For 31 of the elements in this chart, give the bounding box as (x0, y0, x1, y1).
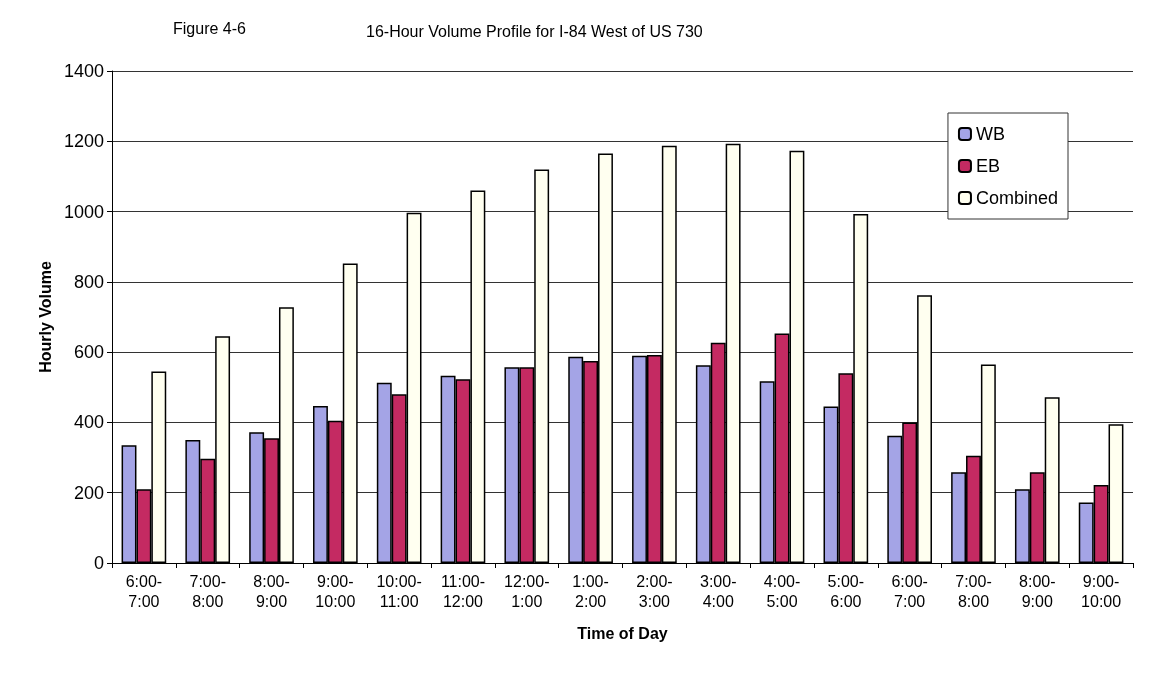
x-tick-label: 2:00-3:00 (636, 572, 673, 610)
y-tick-label: 0 (93, 553, 104, 573)
x-tick-label: 1:00-2:00 (572, 572, 609, 610)
x-tick-label: 8:00-9:00 (1019, 572, 1056, 610)
y-axis-title: Hourly Volume (36, 261, 54, 373)
x-tick-label: 3:00-4:00 (699, 572, 737, 610)
y-tick-label: 200 (73, 482, 104, 503)
y-tick-label: 600 (73, 342, 104, 363)
y-tick-label: 400 (73, 412, 104, 433)
x-tick-label: 7:00-8:00 (189, 572, 226, 610)
x-tick-label: 6:00-7:00 (891, 572, 928, 610)
legend-label: WB (975, 124, 1005, 144)
x-tick-label: 8:00-9:00 (253, 572, 290, 610)
legend-label: EB (975, 156, 1000, 176)
x-tick-label: 9:00-10:00 (1081, 572, 1122, 610)
x-tick-label: 7:00-8:00 (955, 572, 992, 610)
x-tick-label: 6:00-7:00 (125, 572, 163, 610)
y-tick-label: 1400 (63, 61, 104, 81)
x-axis-title: Time of Day (577, 624, 668, 642)
x-tick-label: 5:00-6:00 (827, 572, 865, 610)
caption: Figure 4-6 (173, 19, 247, 37)
x-tick-label: 12:00-1:00 (504, 572, 550, 610)
x-tick-label: 9:00-10:00 (315, 572, 356, 610)
chart-title: 16-Hour Volume Profile for I-84 West of US 730 (366, 22, 703, 40)
x-tick-label: 10:00-11:00 (376, 572, 422, 610)
y-tick-label: 1200 (63, 131, 104, 152)
x-tick-label: 11:00-12:00 (440, 572, 486, 610)
y-tick-label: 800 (73, 271, 104, 292)
y-tick-label: 1000 (63, 201, 104, 222)
x-tick-label: 4:00-5:00 (763, 572, 801, 610)
legend-label: Combined (975, 188, 1058, 208)
